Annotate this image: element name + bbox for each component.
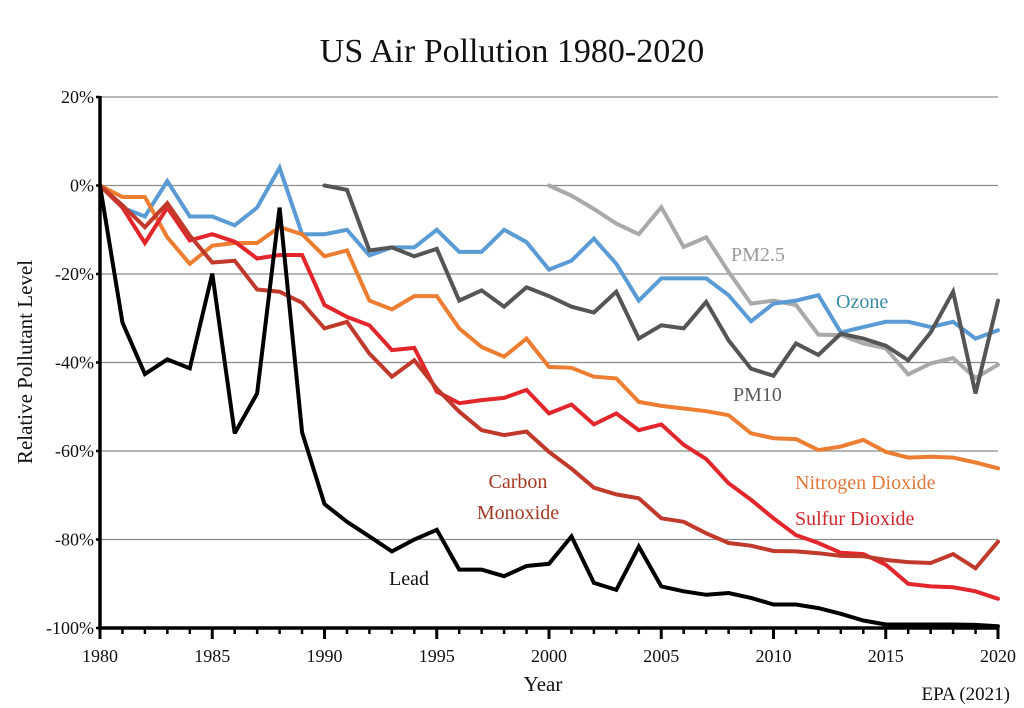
x-tick-label: 2010	[756, 646, 792, 666]
x-tick-label: 2020	[980, 646, 1016, 666]
series-label-ozone: Ozone	[836, 291, 888, 313]
series-label-lead: Lead	[389, 568, 429, 590]
x-tick-label: 1980	[82, 646, 118, 666]
x-tick-label: 2015	[868, 646, 904, 666]
series-label-pm10: PM10	[733, 384, 782, 406]
series-line-pm2-5	[547, 183, 1000, 381]
y-tick-label: -100%	[46, 618, 94, 638]
series-label-sulfur-dioxide: Sulfur Dioxide	[795, 508, 915, 530]
series-label-pm2-5: PM2.5	[731, 244, 785, 266]
series-line-pm10	[322, 183, 1000, 394]
series-line-nitrogen-dioxide	[98, 183, 1000, 471]
series-line-sulfur-dioxide	[98, 183, 1000, 601]
y-tick-label: -40%	[55, 353, 94, 373]
series-label-carbon-monoxide: Monoxide	[477, 502, 559, 524]
x-tick-labels: 1980 1985 1990 1995 2000 2005 2010 2015 2020	[82, 646, 1016, 666]
y-tick-label: -80%	[55, 530, 94, 550]
series-label-carbon-monoxide: Carbon	[489, 471, 548, 493]
y-tick-labels: 20% 0% -20% -40% -60% -80% -100%	[46, 87, 94, 638]
y-tick-label: -60%	[55, 441, 94, 461]
axes	[96, 95, 1000, 639]
series-line-carbon-monoxide	[98, 183, 1000, 571]
series-lines	[98, 162, 1000, 629]
chart-title: US Air Pollution 1980-2020	[320, 33, 704, 70]
y-axis-title: Relative Pollutant Level	[13, 260, 37, 464]
x-axis-title: Year	[524, 672, 563, 696]
x-tick-label: 1985	[194, 646, 230, 666]
x-tick-label: 1995	[419, 646, 455, 666]
y-tick-label: 20%	[61, 87, 94, 107]
source-note: EPA (2021)	[921, 684, 1010, 705]
series-label-nitrogen-dioxide: Nitrogen Dioxide	[795, 472, 936, 494]
x-tick-label: 2005	[643, 646, 679, 666]
x-tick-label: 2000	[531, 646, 567, 666]
series-labels: PM2.5 Ozone PM10 Nitrogen Dioxide Sulfur Dio…	[389, 244, 936, 590]
y-tick-label: 0%	[70, 176, 94, 196]
series-line-lead	[98, 183, 1000, 629]
series-line-ozone	[98, 162, 1000, 341]
x-tick-label: 1990	[307, 646, 343, 666]
y-tick-label: -20%	[55, 264, 94, 284]
